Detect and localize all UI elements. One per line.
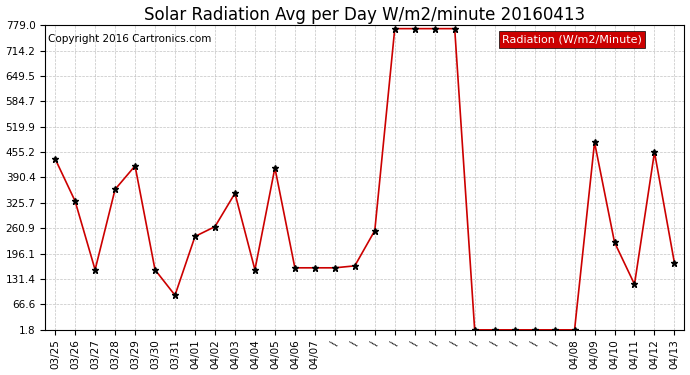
Text: Copyright 2016 Cartronics.com: Copyright 2016 Cartronics.com	[48, 34, 212, 44]
Title: Solar Radiation Avg per Day W/m2/minute 20160413: Solar Radiation Avg per Day W/m2/minute …	[144, 6, 585, 24]
Text: Radiation (W/m2/Minute): Radiation (W/m2/Minute)	[502, 34, 642, 44]
